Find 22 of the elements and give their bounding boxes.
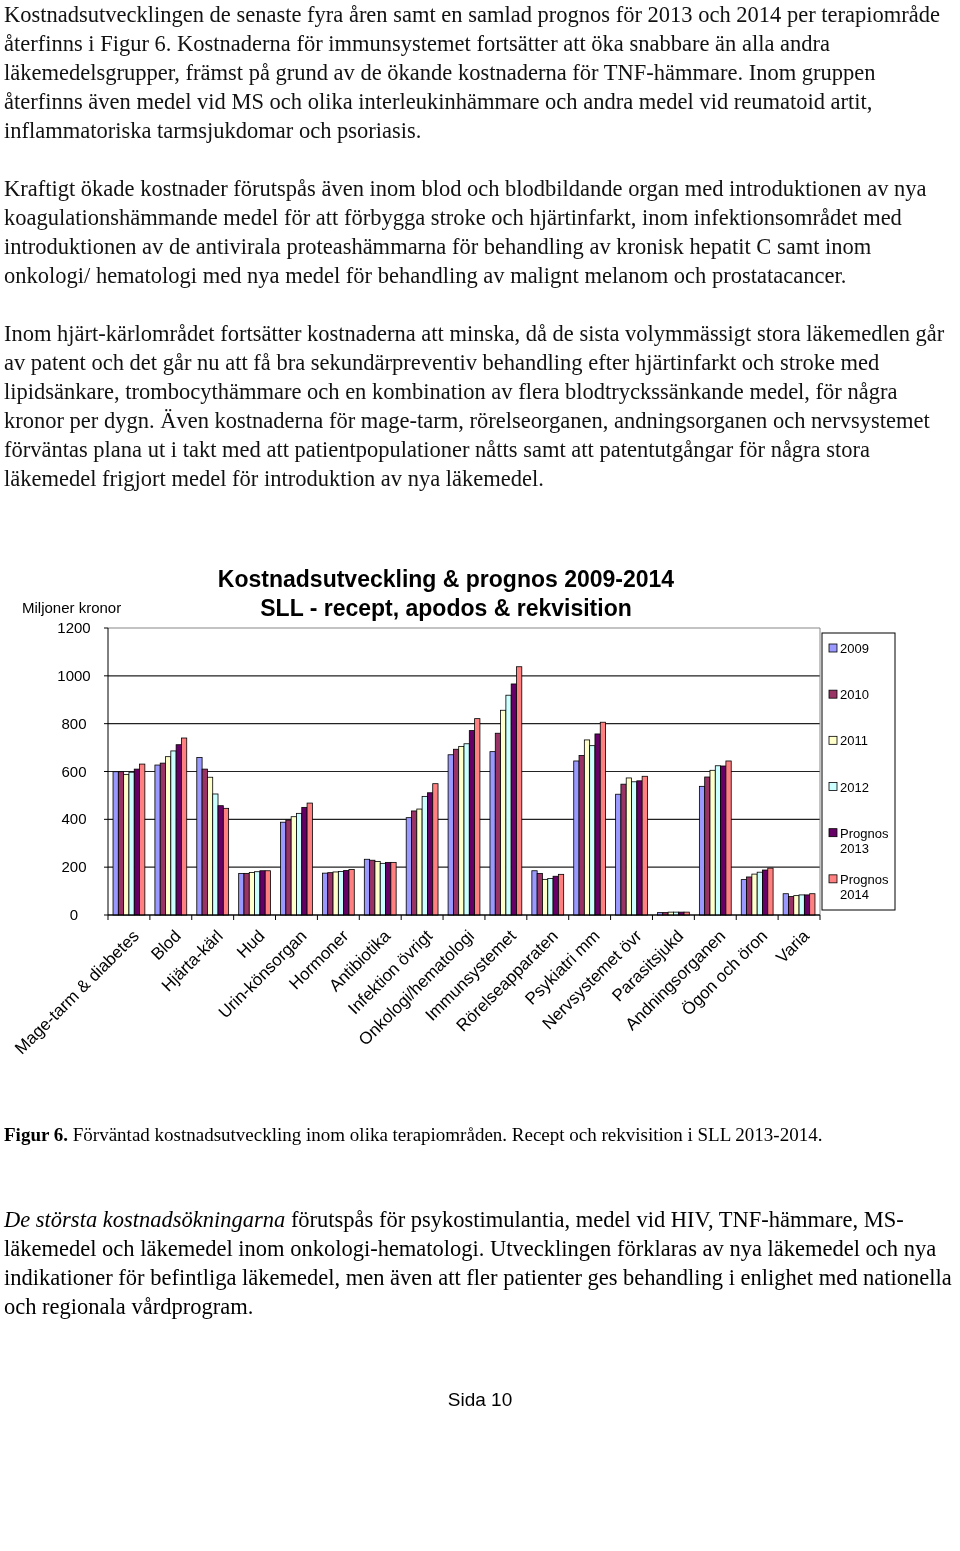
chart-subtitle: SLL - recept, apodos & rekvisition: [260, 595, 632, 621]
y-tick-label: 200: [61, 858, 87, 876]
legend-label: Prognos 2014: [840, 871, 889, 902]
legend-label: 2011: [840, 733, 868, 749]
legend-label: 2012: [840, 779, 869, 795]
text: Kraftigt ökade kostnader förutspås även inom blod och blodbildande organ med introduktionen av nya koagulationshämmande medel för att förbygga stroke och hjärtinfarkt, inom infektionsområdet med introduktionen av de antivirala proteashämmarna för behandling av kronisk hepatit C samt inom onkologi/ hematologi med nya medel för behandling av malignt melanom och prostatacancer.: [4, 175, 928, 290]
text: Figur 6. Förväntad kostnadsutveckling inom olika terapiområden. Recept och rekvisition i SLL 2013-2014.: [3, 1123, 824, 1147]
legend-label: Prognos 2013: [840, 825, 889, 856]
text: De största kostnadsökningarna förutspås för psykostimulantia, medel vid HIV, TNF-hämmare, MS-läkemedel och läkemedel inom onkologi-hematologi. Utvecklingen förklaras av nya läkemedel och nya indikationer för befintliga läkemedel, men även att fler patienter ges behandling i enlighet med nationella och regionala vårdprogram.: [3, 1206, 953, 1321]
chart-title: Kostnadsutveckling & prognos 2009-2014: [217, 566, 675, 592]
y-tick-label: 800: [61, 714, 87, 732]
text: Sida 10: [446, 1389, 514, 1411]
legend-label: 2010: [840, 687, 869, 703]
text: Kostnadsutvecklingen de senaste fyra åren samt en samlad prognos för 2013 och 2014 per terapiområde återfinns i Figur 6. Kostnaderna för immunsystemet fortsätter att öka snabbare än alla andra läkemedelsgrupper, främst på grund av de ökande kostnaderna för TNF-hämmare. Inom gruppen återfinns även medel vid MS och olika interleukinhämmare och andra medel vid reumatoid artit, inflammatoriska tarmsjukdomar och psoriasis.: [4, 1, 941, 145]
y-axis-title: Miljoner kronor: [22, 599, 122, 616]
y-tick-label: 0: [69, 906, 79, 923]
text: Inom hjärt-kärlområdet fortsätter kostnaderna att minska, då de sista volymmässigt stora läkemedlen går av patent och det går nu att få bra sekundärpreventiv behandling efter hjärtinfarkt och stroke med lipidsänkare, trombocythämmare och en kombination av flera blodtryckssänkande medel, för några kronor per dygn. Även kostnaderna för mage-tarm, rörelseorganen, andningsorganen och nervsystemet förväntas plana ut i takt med att patientpopulationer nåtts samt att patentutgångar för några stora läkemedel frigjort medel för introduktion av nya läkemedel.: [4, 320, 946, 493]
y-tick-label: 1000: [57, 666, 91, 684]
y-tick-label: 600: [61, 762, 87, 780]
y-tick-label: 1200: [57, 619, 91, 636]
legend-label: 2009: [840, 641, 869, 656]
y-tick-label: 400: [61, 810, 87, 828]
